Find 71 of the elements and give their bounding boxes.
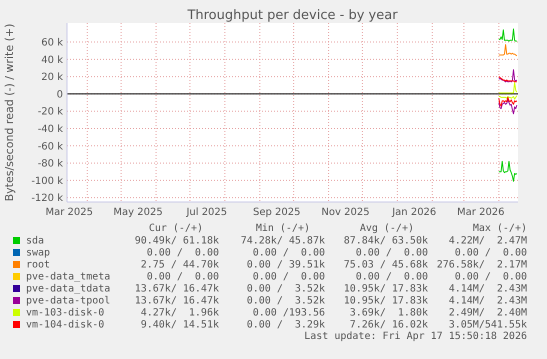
legend-label: pve-data_tmeta <box>26 272 110 282</box>
x-tick-label: Jan 2026 <box>391 207 436 218</box>
text: 74.28k/ 45.87k <box>240 236 325 246</box>
text: 0.00 / 0.00 <box>252 272 325 282</box>
text: 0.00 /193.56 <box>252 308 325 318</box>
text: 0.00 / 0.00 <box>356 272 428 282</box>
text: 10.95k/ 17.83k <box>344 284 428 294</box>
text: 0.00 / 3.29k <box>246 320 325 330</box>
y-tick-label: -60 k <box>38 141 64 152</box>
text: 4.27k/ 1.96k <box>140 308 219 318</box>
text: Min (-/+) <box>256 223 310 234</box>
y-tick-label: 0 <box>56 89 63 100</box>
legend-label: vm-103-disk-0 <box>26 308 104 318</box>
text: Cur (-/+) <box>148 223 203 234</box>
text: 0.00 / 0.00 <box>252 248 325 258</box>
text: 13.67k/ 16.47k <box>134 284 219 294</box>
text: Max (-/+) <box>472 223 527 234</box>
y-tick-label: 20 k <box>41 72 64 84</box>
text: 0.00 / 0.00 <box>356 248 428 258</box>
x-tick-label: May 2025 <box>113 207 163 218</box>
y-tick-label: -120 k <box>31 193 64 204</box>
text: 7.26k/ 16.02k <box>350 320 428 330</box>
legend-label: pve-data-tpool <box>26 296 110 306</box>
y-tick-label: -20 k <box>38 106 64 118</box>
text: 4.14M/ 2.43M <box>448 296 527 306</box>
line-series <box>498 28 518 42</box>
text: 4.22M/ 2.47M <box>448 236 527 246</box>
text: 87.84k/ 63.50k <box>344 236 428 246</box>
text: Last update: Fri Apr 17 15:50:18 2026 <box>304 331 527 342</box>
line-series <box>498 82 518 94</box>
x-tick-label: Nov 2025 <box>321 207 370 218</box>
text: 0.00 / 0.00 <box>454 248 527 258</box>
x-tick-label: Mar 2025 <box>46 207 94 218</box>
text: 9.40k/ 14.51k <box>140 320 219 330</box>
text: 10.95k/ 17.83k <box>344 296 428 306</box>
line-series <box>498 160 518 182</box>
text: 0.00 / 39.51k <box>246 260 325 270</box>
text: 75.03 / 45.68k <box>344 260 428 270</box>
legend-label: pve-data_tdata <box>26 284 110 294</box>
text: 0.00 / 0.00 <box>146 272 219 282</box>
x-tick-label: Jul 2025 <box>185 207 228 218</box>
y-tick-label: -80 k <box>38 158 64 170</box>
text: 3.05M/541.55k <box>448 320 527 330</box>
legend-label: swap <box>26 248 50 258</box>
text: 276.58k/ 2.17M <box>436 260 527 270</box>
text: 4.14M/ 2.43M <box>448 284 527 294</box>
line-series <box>498 69 518 82</box>
y-tick-label: -100 k <box>31 176 64 187</box>
text: 0.00 / 3.52k <box>246 296 325 306</box>
line-series <box>498 44 518 56</box>
legend-label: vm-104-disk-0 <box>26 320 104 330</box>
x-tick-label: Sep 2025 <box>252 207 300 218</box>
text: 2.75 / 44.70k <box>140 260 219 270</box>
y-tick-label: 60 k <box>41 38 64 49</box>
text: 2.49M/ 2.40M <box>448 308 527 318</box>
text: 3.69k/ 1.80k <box>350 308 428 318</box>
text: Avg (-/+) <box>360 223 414 234</box>
y-tick-label: -40 k <box>38 124 64 135</box>
text: 0.00 / 0.00 <box>146 248 219 258</box>
text: 90.49k/ 61.18k <box>134 236 219 246</box>
chart-title: Throughput per device - by year <box>186 8 398 23</box>
y-tick-label: 40 k <box>41 54 64 66</box>
text: 0.00 / 0.00 <box>454 272 527 282</box>
y-axis-title: Bytes/second read (-) / write (+) <box>3 24 16 202</box>
x-tick-label: Mar 2026 <box>457 207 505 218</box>
text: 13.67k/ 16.47k <box>134 296 219 306</box>
legend-label: root <box>26 260 50 270</box>
text: 0.00 / 3.52k <box>246 284 325 294</box>
legend-label: sda <box>26 236 44 246</box>
line-series <box>498 96 518 107</box>
line-series <box>498 99 518 114</box>
